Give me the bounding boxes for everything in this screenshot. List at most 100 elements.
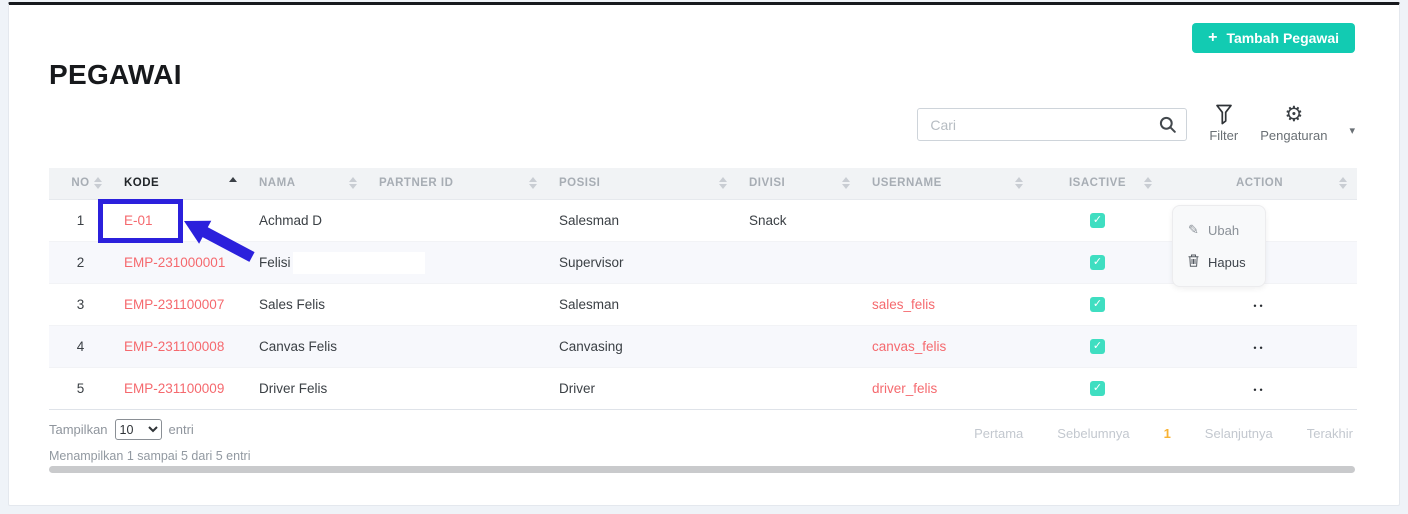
cell-no: 4 <box>49 325 112 368</box>
cell-nama: Felisi <box>247 241 425 284</box>
menu-item-ubah[interactable]: ✎ Ubah <box>1173 214 1265 246</box>
column-header-no[interactable]: NO <box>49 168 112 200</box>
cell-divisi <box>737 367 860 410</box>
cell-divisi <box>737 241 860 284</box>
chevron-down-icon[interactable]: ▾ <box>1349 125 1355 137</box>
sort-asc-icon <box>229 177 237 189</box>
add-employee-label: Tambah Pegawai <box>1226 30 1339 46</box>
search-icon <box>1159 116 1177 139</box>
cell-partner-id <box>367 325 547 368</box>
content-card: PEGAWAI + Tambah Pegawai Filter ⚙ <box>8 2 1400 506</box>
isactive-checkbox[interactable]: ✓ <box>1090 296 1105 312</box>
column-header-partner-id[interactable]: PARTNER ID <box>367 168 547 200</box>
filter-button[interactable]: Filter <box>1209 104 1238 143</box>
pagination-last[interactable]: Terakhir <box>1306 426 1353 441</box>
kode-link[interactable]: EMP-231100008 <box>124 338 225 354</box>
cell-posisi: Driver <box>547 367 737 410</box>
pagination: Pertama Sebelumnya 1 Selanjutnya Terakhi… <box>974 426 1353 441</box>
cell-partner-id <box>367 283 547 326</box>
column-header-isactive[interactable]: ISACTIVE <box>1033 168 1162 200</box>
menu-item-ubah-label: Ubah <box>1208 222 1240 238</box>
pagination-first[interactable]: Pertama <box>974 426 1024 441</box>
search-box <box>917 108 1188 141</box>
cell-nama: Sales Felis <box>247 283 367 326</box>
employee-table: NO KODE NAMA PARTNER ID <box>49 168 1357 410</box>
isactive-checkbox[interactable]: ✓ <box>1090 254 1105 270</box>
filter-label: Filter <box>1209 128 1239 143</box>
username-link[interactable]: canvas_felis <box>872 338 947 354</box>
sort-icon <box>94 177 102 190</box>
kode-link[interactable]: EMP-231100009 <box>124 380 225 396</box>
cell-no: 2 <box>49 241 112 284</box>
page-size-label: Tampilkan <box>49 422 108 437</box>
row-action-menu: ✎ Ubah Hapus <box>1172 205 1266 287</box>
redaction-overlay <box>293 251 425 274</box>
filter-icon <box>1215 104 1233 125</box>
cell-divisi <box>737 325 860 368</box>
plus-icon: + <box>1208 29 1218 46</box>
search-input[interactable] <box>917 108 1188 141</box>
settings-button[interactable]: ⚙ Pengaturan <box>1260 104 1327 143</box>
menu-item-hapus[interactable]: Hapus <box>1173 246 1265 278</box>
column-header-action[interactable]: ACTION <box>1162 168 1357 200</box>
add-employee-button[interactable]: + Tambah Pegawai <box>1192 23 1355 53</box>
kode-link[interactable]: E-01 <box>124 212 153 228</box>
column-header-nama[interactable]: NAMA <box>247 168 367 200</box>
cell-posisi: Supervisor <box>547 241 737 284</box>
column-header-divisi[interactable]: DIVISI <box>737 168 860 200</box>
page-size-control: Tampilkan 10 entri <box>49 419 194 440</box>
username-link[interactable]: sales_felis <box>872 296 936 312</box>
table-row: 5 EMP-231100009 Driver Felis Driver driv… <box>49 367 1357 410</box>
column-header-kode[interactable]: KODE <box>112 168 247 200</box>
cell-divisi <box>737 283 860 326</box>
gear-icon: ⚙ <box>1284 103 1304 126</box>
column-header-username[interactable]: USERNAME <box>860 168 1033 200</box>
cell-posisi: Salesman <box>547 283 737 326</box>
cell-partner-id <box>367 199 547 242</box>
table-summary: Menampilkan 1 sampai 5 dari 5 entri <box>49 449 251 463</box>
table-row: 3 EMP-231100007 Sales Felis Salesman sal… <box>49 283 1357 326</box>
isactive-checkbox[interactable]: ✓ <box>1090 338 1105 354</box>
cell-no: 5 <box>49 367 112 410</box>
column-header-posisi[interactable]: POSISI <box>547 168 737 200</box>
cell-posisi: Salesman <box>547 199 737 242</box>
pagination-previous[interactable]: Sebelumnya <box>1057 426 1130 441</box>
cell-nama: Driver Felis <box>247 367 367 410</box>
more-actions-button[interactable]: •• <box>1253 300 1266 311</box>
cell-no: 3 <box>49 283 112 326</box>
pencil-icon: ✎ <box>1188 222 1199 237</box>
sort-icon <box>349 177 357 190</box>
table-row: 1 E-01 Achmad D Salesman Snack ✓ <box>49 199 1357 242</box>
sort-icon <box>1339 177 1347 190</box>
page-size-select[interactable]: 10 <box>114 419 162 440</box>
horizontal-scrollbar[interactable] <box>49 466 1355 473</box>
more-actions-button[interactable]: •• <box>1253 342 1266 353</box>
pagination-next[interactable]: Selanjutnya <box>1204 426 1273 441</box>
page-title: PEGAWAI <box>49 59 182 90</box>
entries-suffix: entri <box>168 422 194 437</box>
cell-posisi: Canvasing <box>547 325 737 368</box>
sort-icon <box>1015 177 1023 190</box>
table-row: 2 EMP-231000001 Felisi Supervisor ✓ <box>49 241 1357 284</box>
isactive-checkbox[interactable]: ✓ <box>1090 380 1105 396</box>
sort-icon <box>1144 177 1152 190</box>
username-link[interactable]: driver_felis <box>872 380 938 396</box>
more-actions-button[interactable]: •• <box>1253 384 1266 395</box>
cell-partner-id <box>367 367 547 410</box>
cell-username <box>860 241 1033 284</box>
kode-link[interactable]: EMP-231100007 <box>124 296 225 312</box>
kode-link[interactable]: EMP-231000001 <box>124 254 226 270</box>
settings-label: Pengaturan <box>1260 128 1328 143</box>
table-row: 4 EMP-231100008 Canvas Felis Canvasing c… <box>49 325 1357 368</box>
menu-item-hapus-label: Hapus <box>1208 254 1246 270</box>
sort-icon <box>842 177 850 190</box>
toolbar: Filter ⚙ Pengaturan ▾ <box>917 102 1355 143</box>
table-header-row: NO KODE NAMA PARTNER ID <box>49 168 1357 200</box>
sort-icon <box>719 177 727 190</box>
pagination-current-page[interactable]: 1 <box>1163 426 1171 441</box>
cell-username <box>860 199 1033 242</box>
trash-icon <box>1187 254 1200 270</box>
cell-nama: Achmad D <box>247 199 367 242</box>
cell-nama: Canvas Felis <box>247 325 367 368</box>
isactive-checkbox[interactable]: ✓ <box>1090 212 1105 228</box>
